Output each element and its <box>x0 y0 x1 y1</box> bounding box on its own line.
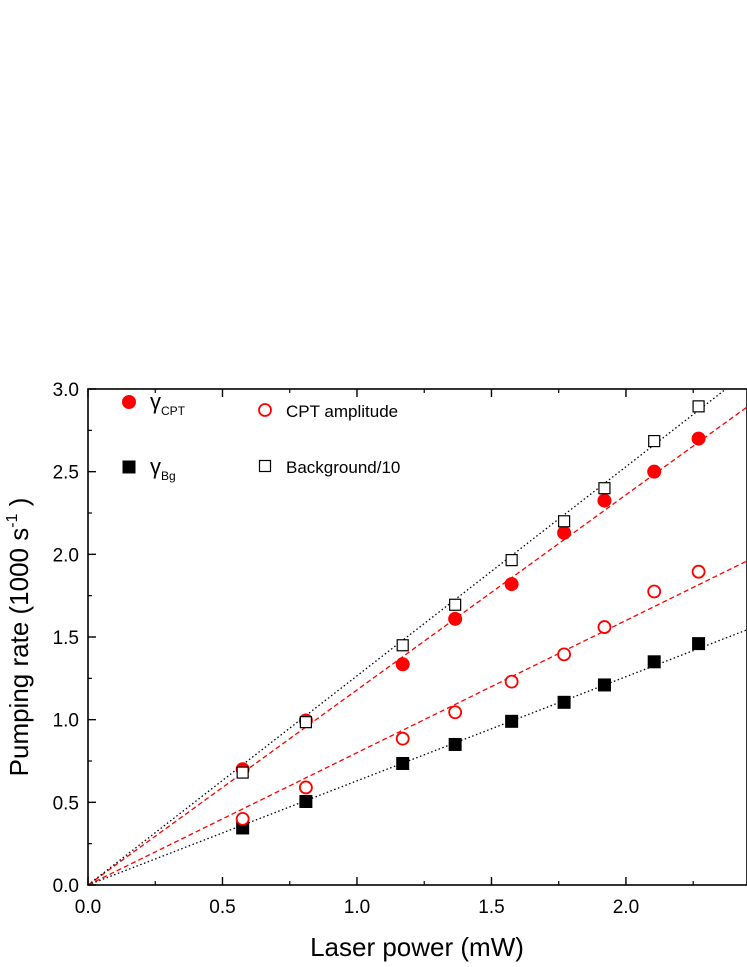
data-point-cpt <box>448 611 463 626</box>
data-point-cpt-amplitude <box>298 780 313 795</box>
y-axis-title: Pumping rate (1000 s-1 ) <box>4 498 34 777</box>
data-point-bg <box>692 637 706 651</box>
x-tick-label: 1.5 <box>478 897 504 918</box>
legend-marker-background-10 <box>258 459 272 473</box>
data-point-cpt-amplitude <box>691 564 706 579</box>
data-point-cpt <box>691 431 706 446</box>
legend-label-cpt: γCPT <box>150 389 186 418</box>
data-point-cpt-amplitude <box>647 584 662 599</box>
data-point-cpt-amplitude <box>395 731 410 746</box>
y-tick-label: 0.5 <box>53 793 79 814</box>
data-point-cpt-amplitude <box>504 674 519 689</box>
data-point-cpt <box>557 525 572 540</box>
fit-line-background-10 <box>87 388 727 886</box>
data-point-background-10 <box>299 716 312 729</box>
x-tick-label: 1.0 <box>344 897 370 918</box>
data-point-cpt-amplitude <box>557 647 571 662</box>
x-tick-label: 2.0 <box>613 897 639 918</box>
data-point-bg <box>557 695 571 709</box>
legend-label-background-10: Background/10 <box>286 458 400 477</box>
legend-marker-cpt <box>122 395 136 409</box>
fit-line-cpt <box>87 406 747 886</box>
legend-marker-cpt-amplitude <box>258 403 272 417</box>
legend-marker-bg <box>122 460 136 474</box>
data-point-cpt-amplitude <box>235 811 250 826</box>
data-points <box>235 400 706 835</box>
data-point-background-10 <box>648 434 661 448</box>
data-point-bg <box>299 795 313 809</box>
data-point-cpt <box>597 493 612 508</box>
y-tick-label: 2.0 <box>53 545 79 566</box>
data-point-cpt-amplitude <box>448 705 463 720</box>
data-point-background-10 <box>557 515 571 528</box>
data-point-bg <box>505 714 519 728</box>
data-point-bg <box>647 655 661 669</box>
y-tick-label: 2.5 <box>53 463 79 484</box>
data-point-bg <box>396 756 410 770</box>
data-point-bg <box>597 678 611 692</box>
data-point-background-10 <box>396 639 409 652</box>
x-tick-label: 0.5 <box>209 897 235 918</box>
x-axis-title: Laser power (mW) <box>310 932 524 962</box>
data-point-background-10 <box>449 598 462 611</box>
data-point-cpt <box>647 464 662 479</box>
data-point-background-10 <box>692 400 705 413</box>
y-tick-label: 0.0 <box>53 876 79 897</box>
data-point-background-10 <box>236 766 249 779</box>
fit-lines <box>87 388 747 886</box>
legend-label-bg: γBg <box>150 454 176 483</box>
data-point-bg <box>448 737 462 751</box>
data-point-background-10 <box>505 554 518 567</box>
x-tick-label: 0.0 <box>75 897 101 918</box>
y-tick-label: 1.0 <box>53 711 79 732</box>
legend: γCPT γBg CPT amplitude Background/10 <box>122 389 400 483</box>
y-tick-label: 3.0 <box>53 380 79 401</box>
fit-line-cpt-amplitude <box>87 560 747 886</box>
y-axis-ticks: 0.0 0.5 1.0 1.5 2.0 2.5 3.0 <box>53 380 96 897</box>
data-point-cpt-amplitude <box>597 620 612 634</box>
fit-line-bg <box>87 629 747 886</box>
data-point-cpt <box>504 577 519 592</box>
y-tick-label: 1.5 <box>53 628 79 649</box>
plot-frame <box>87 388 747 886</box>
x-axis-ticks: 0.0 0.5 1.0 1.5 2.0 <box>75 389 694 918</box>
data-point-cpt <box>395 657 410 672</box>
data-point-background-10 <box>598 482 611 495</box>
legend-label-cpt-amplitude: CPT amplitude <box>286 402 398 421</box>
